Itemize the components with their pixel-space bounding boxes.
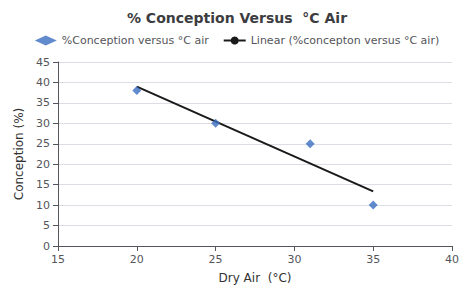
svg-text:20: 20 <box>130 253 144 266</box>
svg-text:30: 30 <box>287 253 301 266</box>
svg-text:% Conception Versus °C Air: % Conception Versus °C Air <box>127 10 347 26</box>
svg-text:20: 20 <box>36 158 50 171</box>
svg-text:35: 35 <box>36 96 50 109</box>
svg-text:40: 40 <box>445 253 459 266</box>
svg-text:25: 25 <box>36 137 50 150</box>
svg-text:5: 5 <box>43 219 50 232</box>
svg-text:10: 10 <box>36 199 50 212</box>
svg-text:15: 15 <box>36 178 50 191</box>
svg-text:40: 40 <box>36 76 50 89</box>
svg-text:%Conception versus °C air: %Conception versus °C air <box>62 34 209 47</box>
svg-text:15: 15 <box>51 253 65 266</box>
svg-text:Linear (%concepton versus °C a: Linear (%concepton versus °C air) <box>251 34 440 47</box>
svg-text:25: 25 <box>209 253 223 266</box>
svg-text:45: 45 <box>36 56 50 69</box>
svg-text:Conception (%): Conception (%) <box>12 108 26 201</box>
svg-text:35: 35 <box>366 253 380 266</box>
svg-text:Dry Air (°C): Dry Air (°C) <box>219 271 292 285</box>
svg-text:0: 0 <box>43 240 50 253</box>
svg-text:30: 30 <box>36 117 50 130</box>
